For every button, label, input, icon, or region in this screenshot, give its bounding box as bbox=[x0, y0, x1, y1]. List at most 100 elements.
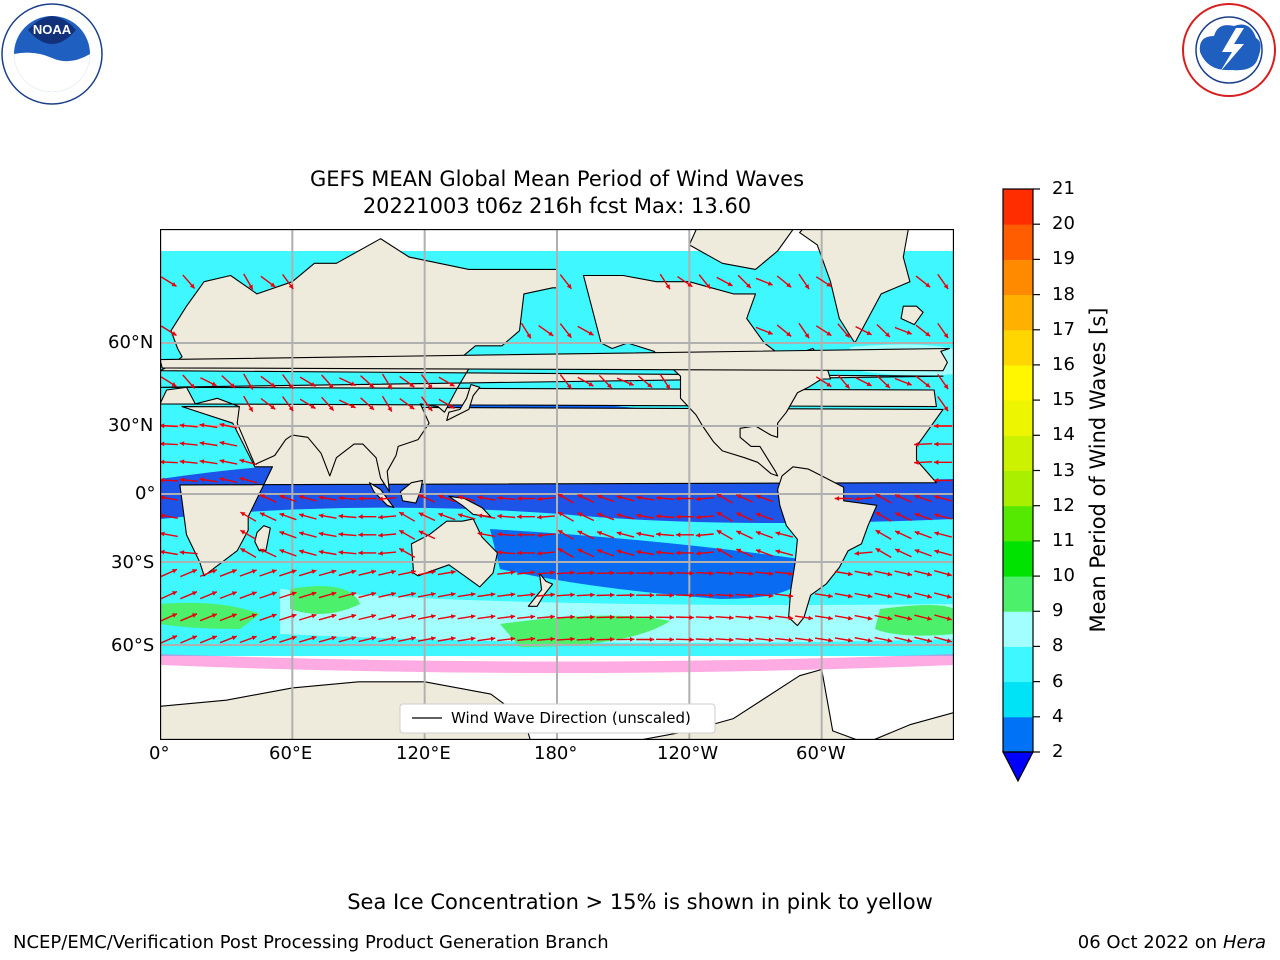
wind-wave-arrow bbox=[855, 325, 872, 336]
wind-wave-arrow bbox=[338, 636, 357, 643]
wind-wave-arrow bbox=[755, 637, 774, 643]
wind-wave-arrow bbox=[695, 496, 714, 502]
wind-wave-arrow bbox=[199, 422, 218, 429]
land-new-zealand bbox=[527, 572, 554, 607]
wind-wave-arrow bbox=[497, 550, 516, 555]
wind-wave-arrow bbox=[675, 496, 694, 501]
wind-wave-arrow bbox=[815, 276, 832, 288]
colorbar-tick-label: 17 bbox=[1052, 318, 1075, 340]
wind-wave-arrow bbox=[736, 548, 753, 558]
wind-wave-arrow bbox=[577, 325, 594, 336]
lon-label-60w: 60°W bbox=[796, 743, 846, 764]
wind-wave-arrow bbox=[716, 493, 733, 504]
wind-wave-arrow bbox=[536, 570, 555, 576]
wind-wave-arrow bbox=[497, 592, 516, 597]
wind-wave-arrow bbox=[437, 569, 456, 576]
wind-wave-arrow bbox=[775, 637, 794, 643]
colorbar-tick-label: 6 bbox=[1052, 670, 1064, 692]
wind-wave-arrow bbox=[298, 635, 317, 643]
wind-wave-arrow bbox=[536, 592, 555, 598]
wind-wave-arrow bbox=[798, 322, 810, 339]
wind-wave-arrow bbox=[934, 549, 952, 556]
wind-wave-arrow bbox=[438, 494, 456, 503]
wind-wave-arrow bbox=[616, 570, 635, 576]
wind-wave-arrow bbox=[616, 637, 635, 642]
southern-ocean-green-2 bbox=[875, 605, 954, 636]
land-madagascar bbox=[254, 525, 271, 552]
wind-wave-arrow bbox=[160, 613, 178, 622]
wind-wave-arrow bbox=[636, 513, 655, 519]
wind-wave-arrow bbox=[417, 614, 436, 620]
wind-wave-arrow bbox=[260, 375, 276, 388]
wind-wave-arrow bbox=[715, 615, 734, 620]
wind-wave-arrow bbox=[437, 636, 456, 642]
wind-wave-arrow bbox=[299, 398, 316, 410]
wind-wave-arrow bbox=[656, 532, 675, 537]
wind-wave-arrow bbox=[199, 459, 218, 465]
wind-wave-arrow bbox=[378, 514, 397, 520]
wind-wave-arrow bbox=[596, 614, 615, 620]
wind-wave-arrow bbox=[596, 592, 615, 598]
wind-wave-arrow bbox=[795, 615, 813, 621]
wind-wave-arrow bbox=[596, 494, 615, 503]
wind-wave-arrow bbox=[854, 637, 873, 643]
wind-wave-arrow bbox=[834, 496, 853, 501]
wind-wave-arrow bbox=[378, 550, 397, 556]
wind-wave-arrow bbox=[914, 512, 932, 521]
noaa-logo: NOAA bbox=[0, 0, 104, 110]
map-panel: Wind Wave Direction (unscaled) bbox=[159, 195, 955, 830]
colorbar-segment bbox=[1003, 716, 1033, 753]
wind-wave-arrow bbox=[795, 637, 813, 643]
wind-wave-arrow bbox=[755, 512, 774, 521]
wind-wave-arrow bbox=[695, 593, 714, 598]
wind-wave-arrow bbox=[735, 615, 754, 621]
legend-label: Wind Wave Direction (unscaled) bbox=[451, 709, 691, 727]
wind-wave-arrow bbox=[577, 512, 595, 522]
colorbar-segment bbox=[1003, 681, 1033, 718]
wind-wave-arrow bbox=[381, 373, 393, 390]
wind-wave-arrow bbox=[420, 374, 433, 390]
wind-wave-arrow bbox=[381, 395, 393, 412]
colorbar-tick-label: 9 bbox=[1052, 600, 1064, 622]
colorbar-segment bbox=[1003, 259, 1033, 296]
wind-wave-arrow bbox=[775, 615, 794, 621]
sea-ice-note: Sea Ice Concentration > 15% is shown in … bbox=[347, 890, 933, 914]
wind-wave-arrow bbox=[378, 496, 397, 502]
colorbar-segment bbox=[1003, 294, 1033, 331]
wind-wave-arrow bbox=[398, 636, 416, 642]
wind-wave-arrow bbox=[894, 592, 913, 599]
wind-wave-arrow bbox=[776, 275, 792, 288]
wind-wave-arrow bbox=[243, 395, 254, 413]
wind-wave-arrow bbox=[536, 532, 555, 538]
wind-wave-arrow bbox=[576, 592, 595, 598]
wind-wave-arrow bbox=[497, 495, 516, 501]
wind-wave-arrow bbox=[755, 549, 774, 557]
wind-wave-arrow bbox=[656, 592, 675, 598]
wind-wave-arrow bbox=[160, 590, 178, 600]
wind-wave-arrow bbox=[596, 636, 615, 642]
wind-wave-arrow bbox=[656, 495, 675, 501]
wind-wave-arrow bbox=[814, 593, 833, 599]
wind-wave-arrow bbox=[776, 324, 792, 337]
colorbar-segment bbox=[1003, 329, 1033, 366]
colorbar-tick-label: 18 bbox=[1052, 283, 1075, 305]
wind-wave-arrow bbox=[260, 275, 276, 288]
wind-wave-arrow bbox=[259, 512, 277, 522]
wind-wave-arrow bbox=[219, 613, 238, 622]
wind-wave-arrow bbox=[282, 273, 294, 290]
wind-wave-arrow bbox=[616, 377, 634, 386]
wind-wave-arrow bbox=[737, 274, 752, 289]
wind-wave-arrow bbox=[457, 513, 476, 520]
wind-wave-arrow bbox=[894, 326, 912, 335]
wind-wave-arrow bbox=[260, 397, 276, 410]
wind-wave-arrow bbox=[837, 374, 851, 390]
wind-wave-arrow bbox=[894, 636, 913, 643]
wind-wave-arrow bbox=[199, 591, 218, 600]
wind-wave-arrow bbox=[418, 530, 436, 540]
wind-wave-arrow bbox=[914, 442, 933, 447]
wind-wave-arrow bbox=[477, 531, 496, 538]
land-japan bbox=[446, 383, 481, 422]
wind-wave-arrow bbox=[874, 592, 893, 599]
wind-wave-arrow bbox=[243, 273, 254, 290]
colorbar-tick-label: 14 bbox=[1052, 424, 1075, 446]
